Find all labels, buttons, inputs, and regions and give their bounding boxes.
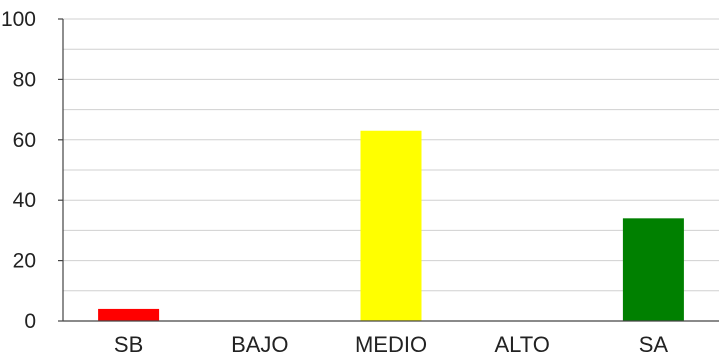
x-category-label: ALTO: [494, 332, 549, 354]
y-tick-label: 80: [13, 68, 36, 91]
bar-sa: [622, 218, 684, 321]
x-category-labels: SB BAJO MEDIO ALTO SA: [114, 332, 668, 354]
x-category-label: SA: [639, 332, 669, 354]
axes: [58, 18, 719, 322]
y-tick-label: 0: [24, 310, 36, 333]
x-category-label: MEDIO: [355, 332, 427, 354]
bar-sb: [98, 308, 160, 321]
x-category-label: BAJO: [231, 332, 288, 354]
y-tick-labels: 0 20 40 60 80 100: [1, 8, 36, 333]
bars: [98, 130, 684, 321]
y-tick-label: 60: [13, 129, 36, 152]
y-tick-label: 100: [1, 8, 36, 31]
y-tick-label: 40: [13, 189, 36, 212]
y-tick-label: 20: [13, 250, 36, 273]
bar-medio: [360, 130, 422, 321]
x-category-label: SB: [114, 332, 143, 354]
